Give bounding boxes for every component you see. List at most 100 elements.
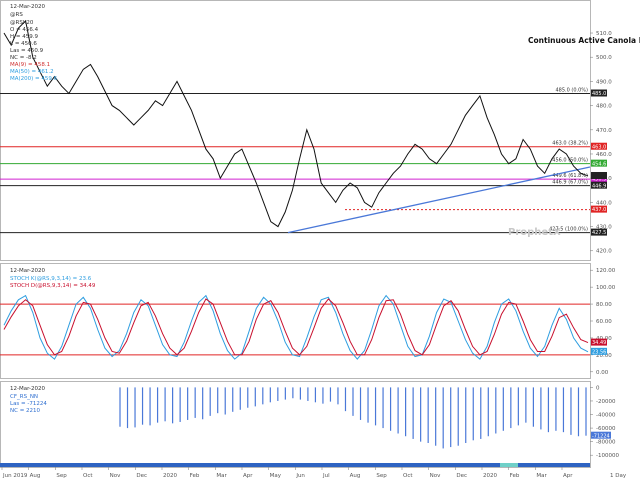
x-tick-label: Dec (136, 473, 147, 479)
price-level-tag (591, 89, 607, 97)
price-y-tick-label: 440.0 (596, 200, 612, 206)
stochastic-value-tags: 34.49 23.56 (591, 338, 607, 355)
x-tick-label: Dec (456, 473, 467, 479)
price-y-tick-label: 490.0 (596, 79, 612, 85)
x-tick-label: Aug (30, 473, 41, 479)
price-legend-line: L = 450.6 (10, 41, 37, 47)
price-y-tick-label: 420.0 (596, 249, 612, 255)
x-axis-strip (0, 468, 640, 480)
x-tick-label: Nov (430, 473, 441, 479)
cot-y-axis: 0 -20000 -40000 -60000 -80000 -100000 (590, 385, 619, 459)
cot-y-tick-label: -60000 (596, 426, 616, 432)
stochastic-y-tick-label: 100.00 (596, 285, 616, 291)
cot-bars (119, 387, 587, 449)
price-legend-symbol: @RS (10, 12, 23, 18)
price-level-tag (591, 142, 607, 150)
stochastic-y-tick-label: 20.00 (596, 353, 612, 359)
price-level-tag (591, 159, 607, 167)
x-tick-label: Jun (295, 473, 305, 479)
x-tick-label: Feb (190, 473, 200, 479)
stochastic-y-tick-label: 120.00 (596, 268, 616, 274)
price-y-tick-label: 510.0 (596, 31, 612, 37)
trendline (287, 166, 591, 234)
stochastic-series (3, 294, 589, 360)
price-level-tag-label: 463.0 (592, 144, 606, 150)
x-tick-label: Mar (216, 473, 227, 479)
price-legend-date: 12-Mar-2020 (10, 4, 45, 10)
price-level-tag-label: 446.9 (592, 183, 606, 189)
price-y-tick-label: 480.0 (596, 104, 612, 110)
x-tick-label: Nov (110, 473, 121, 479)
price-panel-frame (0, 0, 591, 261)
price-y-tick-label: 500.0 (596, 55, 612, 61)
price-legend-line: Las = 450.9 (10, 48, 44, 54)
price-level-tag (591, 228, 607, 236)
interval-label: 1 Day (610, 473, 627, 479)
prophetx-watermark: ProphetX (508, 227, 561, 238)
price-series (3, 19, 589, 228)
price-legend-line: @RSK20 (10, 20, 34, 26)
price-level-label: 463.0 (38.2%) (552, 141, 588, 147)
price-y-tick-label: 470.0 (596, 128, 612, 134)
chart-title: Continuous Active Canola Daily (528, 36, 640, 45)
price-level-tag (591, 181, 607, 189)
stochastic-legend-line: STOCH K(@RS,9,3,14) = 23.6 (10, 276, 92, 282)
moving-average-legend: MA(50) = 461.2 (10, 69, 54, 75)
stochastic-k-line (3, 294, 589, 360)
price-level-tag-label: 454.6 (592, 161, 606, 167)
moving-average-legend: MA(200) = 459.6 (10, 76, 58, 82)
x-tick-label: Aug (350, 473, 361, 479)
cot-legend-date: 12-Mar-2020 (10, 386, 45, 392)
x-tick-label: Mar (536, 473, 547, 479)
stochastic-level-lines (0, 303, 590, 356)
price-legend-line: O = 456.4 (10, 27, 39, 33)
cot-legend-line: Las = -71224 (10, 401, 47, 407)
price-level-label: 446.9 (67.0%) (552, 180, 588, 186)
x-axis: Jun 2019 Aug Sep Oct Nov Dec 2020 Feb Mar Apr May J… (1, 467, 573, 479)
moving-average-legend: MA(9) = 458.1 (10, 62, 50, 68)
cot-value-tag: -71224 (591, 431, 611, 439)
price-level-tag-label: 450.9 (592, 177, 606, 183)
cot-legend-line: NC = 2210 (10, 408, 41, 414)
stochastic-y-tick-label: 80.00 (596, 302, 612, 308)
cot-y-tick-label: 0 (596, 385, 600, 391)
x-tick-label: May (270, 473, 282, 479)
price-y-tick-label: 460.0 (596, 152, 612, 158)
stochastic-legend-date: 12-Mar-2020 (10, 268, 45, 274)
price-level-label: 485.0 (0.0%) (555, 88, 588, 94)
x-tick-label: Sep (376, 473, 387, 479)
last-price-tag (591, 171, 607, 179)
dotted-level-tag-label: 437.0 (592, 207, 606, 213)
price-level-label: 427.5 (100.0%) (549, 227, 588, 233)
cot-y-tick-label: -80000 (596, 440, 616, 446)
stochastic-d-line (3, 298, 589, 356)
x-tick-label: Sep (56, 473, 67, 479)
price-level-tag-label: 427.5 (592, 230, 606, 236)
x-tick-label: 2020 (163, 473, 177, 479)
price-y-tick-label: 430.0 (596, 225, 612, 231)
cot-tag-label: -71224 (592, 433, 610, 439)
stochastic-tag (591, 347, 607, 355)
x-tick-label: 2020 (483, 473, 497, 479)
cot-y-tick-label: -40000 (596, 413, 616, 419)
x-tick-label: Jun 2019 (2, 473, 28, 479)
x-tick-label: Apr (563, 473, 573, 479)
stochastic-tag-label: 34.49 (592, 340, 606, 346)
x-tick-label: Jul (322, 473, 330, 479)
timeline-scroll-bar[interactable] (0, 463, 590, 467)
x-tick-label: Oct (83, 473, 93, 479)
cot-y-tick-label: -100000 (596, 453, 619, 459)
x-tick-label: Feb (510, 473, 520, 479)
cot-tag-box (591, 431, 611, 439)
timeline-scroll-thumb[interactable] (500, 463, 518, 467)
price-legend-line: H = 459.9 (10, 34, 38, 40)
x-tick-label: Oct (403, 473, 413, 479)
price-level-label: 449.6 (61.8%) (552, 173, 588, 179)
price-legend-line: NC = -8.2 (10, 55, 37, 61)
